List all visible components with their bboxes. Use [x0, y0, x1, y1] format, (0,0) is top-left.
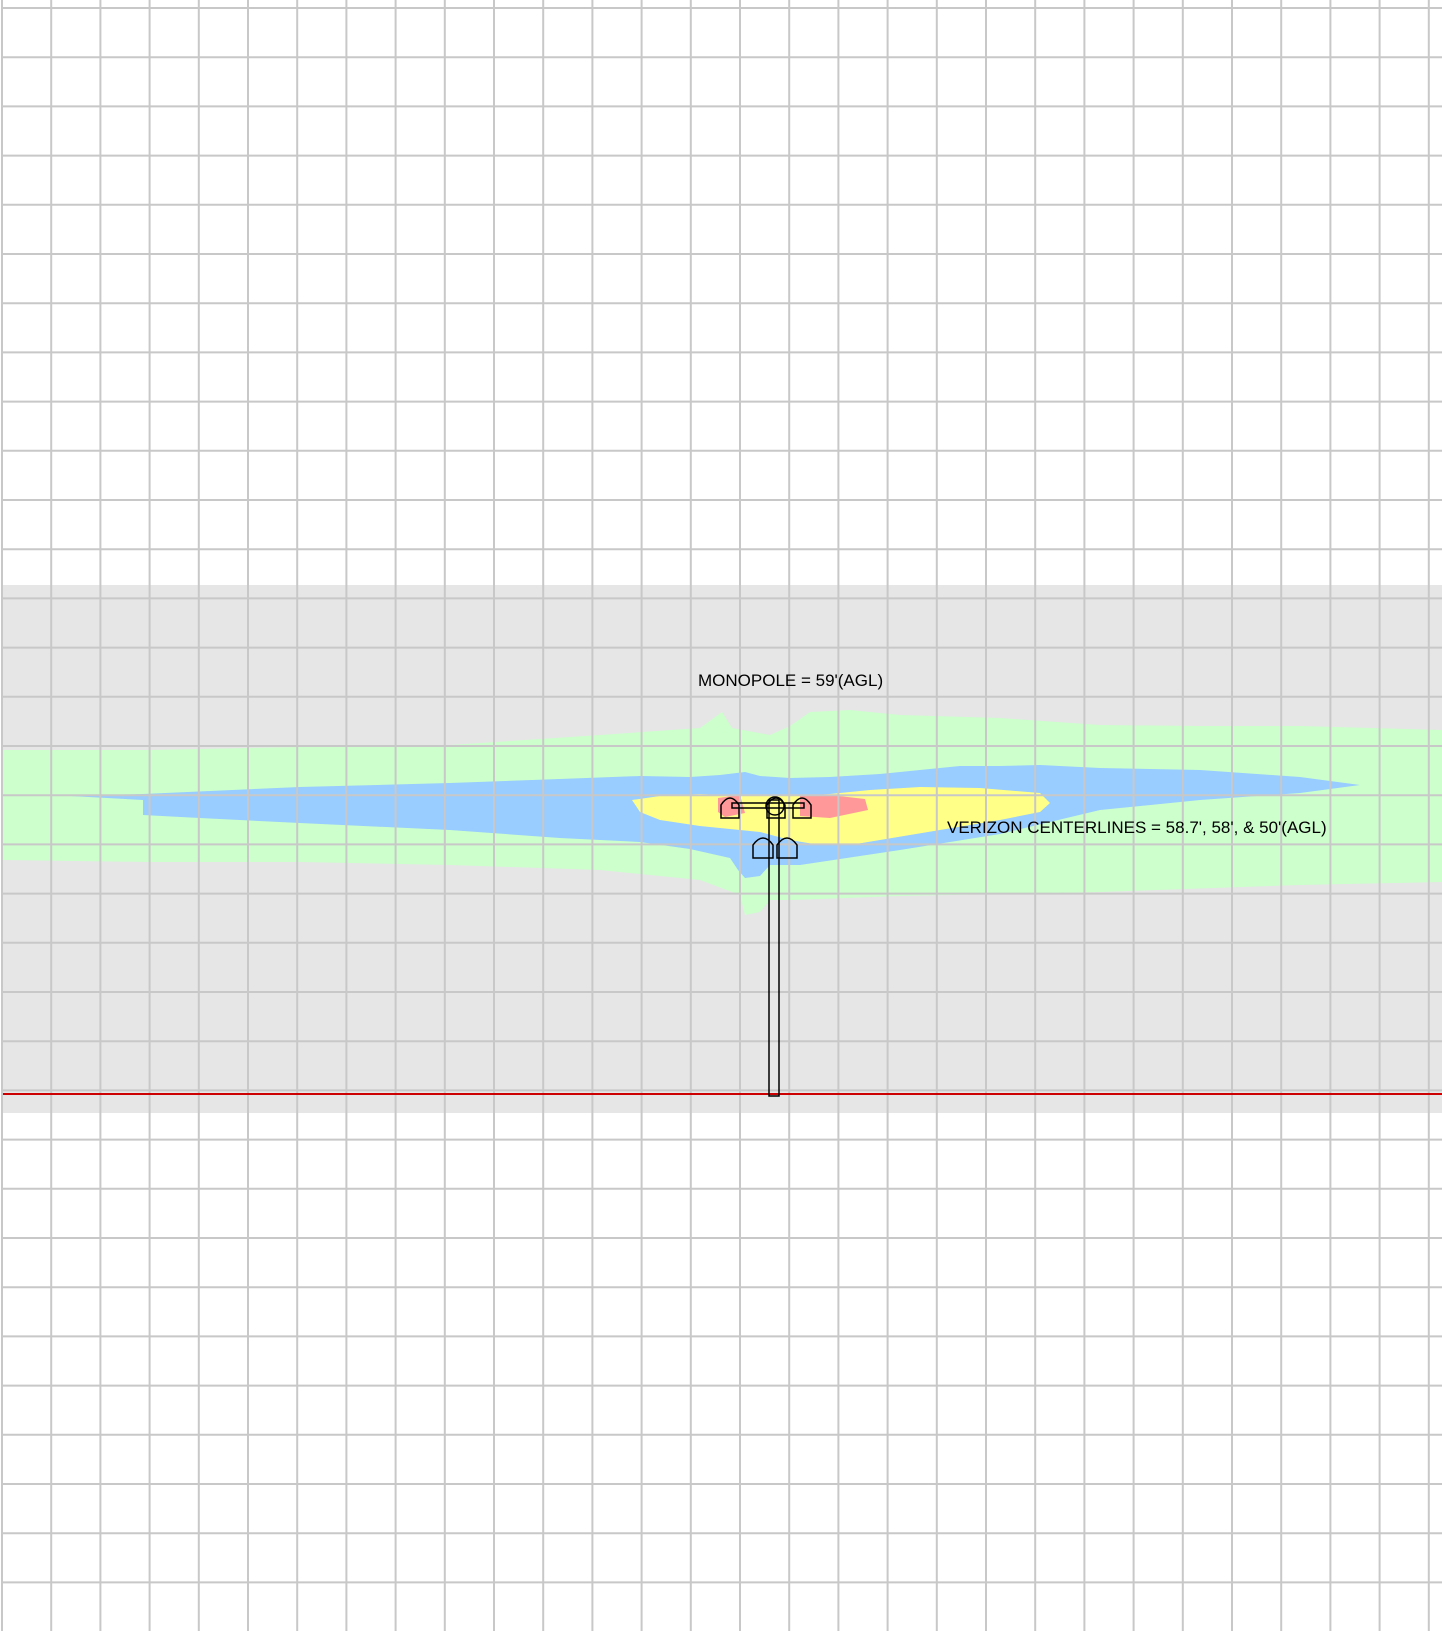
verizon-centerlines-label: VERIZON CENTERLINES = 58.7', 58', & 50'(… — [947, 818, 1327, 837]
monopole-height-label: MONOPOLE = 59'(AGL) — [698, 671, 883, 690]
